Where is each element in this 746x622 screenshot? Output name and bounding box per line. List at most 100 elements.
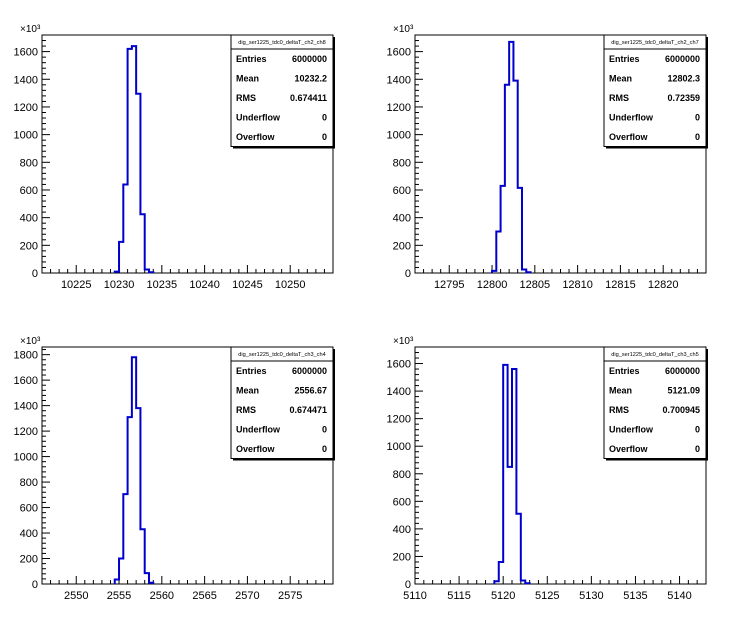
x-tick-label: 5125	[535, 590, 559, 602]
y-exponent-label: ×10³	[393, 336, 414, 347]
stats-box: dig_ser1225_tdc0_deltaT_ch2_ch8 Entries 60…	[230, 34, 335, 149]
stats-value: 6000000	[292, 54, 327, 64]
stats-box: dig_ser1225_tdc0_deltaT_ch3_ch4 Entries 60…	[230, 346, 335, 461]
stats-label: Overflow	[609, 132, 649, 142]
y-tick-label: 0	[32, 268, 38, 280]
stats-label: Mean	[236, 386, 259, 396]
y-exponent-label: ×10³	[20, 24, 41, 35]
stats-value: 0	[695, 425, 700, 435]
y-tick-label: 1000	[14, 452, 38, 464]
stats-label: RMS	[609, 93, 629, 103]
x-tick-label: 2560	[150, 590, 174, 602]
x-tick-label: 10250	[275, 279, 306, 291]
stats-label: RMS	[236, 93, 256, 103]
x-tick-label: 10235	[147, 279, 178, 291]
stats-value: 6000000	[665, 54, 700, 64]
stats-box-frame	[603, 346, 707, 459]
x-tick-label: 5130	[579, 590, 603, 602]
stats-box: dig_ser1225_tdc0_deltaT_ch2_ch7 Entries 60…	[603, 34, 708, 149]
y-tick-label: 200	[393, 240, 411, 252]
x-tick-label: 10245	[232, 279, 263, 291]
stats-box-frame	[230, 346, 334, 459]
y-tick-label: 600	[20, 185, 38, 197]
y-tick-label: 1600	[14, 47, 38, 59]
stats-label: Entries	[236, 54, 267, 64]
x-tick-label: 5110	[403, 590, 427, 602]
y-exponent-label: ×10³	[20, 336, 41, 347]
stats-label: Underflow	[609, 113, 654, 123]
histogram-series	[113, 45, 155, 274]
stats-label: Entries	[236, 366, 267, 376]
stats-box-frame	[603, 34, 707, 147]
y-tick-label: 1400	[14, 401, 38, 413]
x-tick-label: 12805	[520, 279, 551, 291]
y-tick-label: 1200	[387, 102, 411, 114]
histogram-series	[491, 40, 532, 274]
stats-label: Overflow	[236, 132, 276, 142]
stats-box-frame	[230, 34, 334, 147]
stats-value: 0.72359	[667, 93, 700, 103]
y-tick-label: 400	[20, 528, 38, 540]
histogram-pad-3: 0 200 400 600 800 1000 1200 1400 1600 1800 2550 255…	[14, 336, 335, 602]
stats-value: 10232.2	[294, 74, 327, 84]
stats-title: dig_ser1225_tdc0_deltaT_ch2_ch7	[611, 40, 698, 46]
y-tick-label: 1800	[14, 350, 38, 362]
y-tick-label: 200	[20, 554, 38, 566]
stats-value: 0	[322, 132, 327, 142]
y-tick-label: 1400	[387, 386, 411, 398]
y-tick-label: 0	[32, 579, 38, 591]
x-tick-label: 10225	[61, 279, 92, 291]
stats-label: Mean	[609, 386, 632, 396]
stats-label: RMS	[236, 405, 256, 415]
stats-label: Overflow	[609, 444, 649, 454]
stats-label: Mean	[609, 74, 632, 84]
histogram-pad-1: 0 200 400 600 800 1000 1200 1400 1600 10225 10230 1…	[14, 24, 335, 291]
y-exponent-label: ×10³	[393, 24, 414, 35]
y-tick-label: 800	[20, 157, 38, 169]
stats-label: Mean	[236, 74, 259, 84]
stats-value: 0.674411	[290, 93, 327, 103]
y-tick-label: 1200	[14, 426, 38, 438]
stats-label: Underflow	[609, 425, 654, 435]
stats-value: 0	[695, 132, 700, 142]
histogram-pad-2: 0 200 400 600 800 1000 1200 1400 1600 12795 12800 1…	[387, 24, 708, 291]
histogram-pad-4: 0 200 400 600 800 1000 1200 1400 1600 5110 5115 512…	[387, 336, 708, 602]
stats-value: 5121.09	[667, 386, 700, 396]
y-tick-label: 800	[393, 157, 411, 169]
y-tick-label: 400	[393, 213, 411, 225]
y-tick-label: 1000	[387, 441, 411, 453]
stats-value: 0	[695, 444, 700, 454]
stats-value: 0	[322, 113, 327, 123]
stats-value: 0	[695, 113, 700, 123]
stats-label: Underflow	[236, 425, 281, 435]
x-tick-label: 5115	[447, 590, 471, 602]
stats-value: 6000000	[292, 366, 327, 376]
y-tick-label: 200	[20, 240, 38, 252]
x-tick-label: 2575	[278, 590, 302, 602]
x-tick-label: 5135	[623, 590, 647, 602]
stats-title: dig_ser1225_tdc0_deltaT_ch3_ch5	[611, 352, 698, 358]
y-tick-label: 1200	[387, 414, 411, 426]
x-tick-label: 5120	[491, 590, 515, 602]
y-tick-label: 600	[20, 503, 38, 515]
y-tick-label: 400	[393, 524, 411, 536]
y-tick-label: 1400	[14, 74, 38, 86]
stats-value: 0	[322, 444, 327, 454]
y-tick-label: 200	[393, 551, 411, 563]
y-tick-label: 1000	[387, 130, 411, 142]
x-tick-label: 2570	[235, 590, 259, 602]
y-tick-label: 1400	[387, 74, 411, 86]
stats-title: dig_ser1225_tdc0_deltaT_ch3_ch4	[238, 352, 325, 358]
stats-label: Underflow	[236, 113, 281, 123]
y-tick-label: 600	[393, 496, 411, 508]
x-tick-label: 5140	[667, 590, 691, 602]
stats-value: 0	[322, 425, 327, 435]
y-tick-label: 1000	[14, 130, 38, 142]
stats-label: RMS	[609, 405, 629, 415]
stats-value: 6000000	[665, 366, 700, 376]
stats-label: Entries	[609, 366, 640, 376]
x-tick-label: 12800	[477, 279, 508, 291]
x-tick-label: 12815	[605, 279, 636, 291]
y-tick-label: 600	[393, 185, 411, 197]
